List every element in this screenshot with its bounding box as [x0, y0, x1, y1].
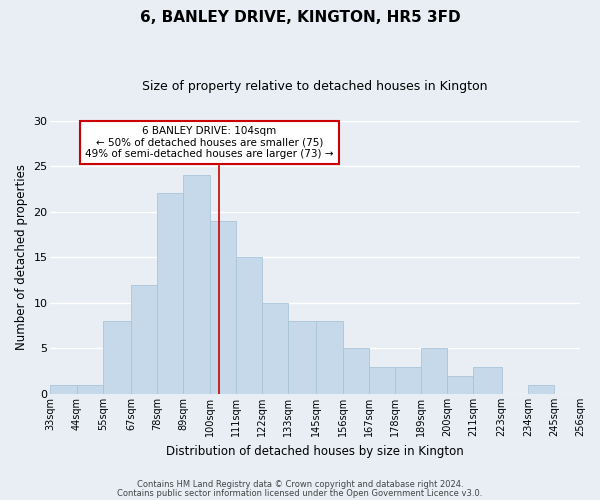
Bar: [368, 366, 395, 394]
Bar: [262, 303, 288, 394]
Bar: [316, 321, 343, 394]
X-axis label: Distribution of detached houses by size in Kington: Distribution of detached houses by size …: [166, 444, 464, 458]
Bar: [50, 385, 77, 394]
Text: Contains HM Land Registry data © Crown copyright and database right 2024.: Contains HM Land Registry data © Crown c…: [137, 480, 463, 489]
Bar: [343, 348, 368, 394]
Bar: [236, 258, 262, 394]
Bar: [528, 385, 554, 394]
Y-axis label: Number of detached properties: Number of detached properties: [15, 164, 28, 350]
Bar: [447, 376, 473, 394]
Bar: [77, 385, 103, 394]
Title: Size of property relative to detached houses in Kington: Size of property relative to detached ho…: [142, 80, 488, 93]
Bar: [184, 175, 209, 394]
Bar: [580, 385, 600, 394]
Bar: [103, 321, 131, 394]
Bar: [395, 366, 421, 394]
Bar: [157, 194, 184, 394]
Text: 6 BANLEY DRIVE: 104sqm
← 50% of detached houses are smaller (75)
49% of semi-det: 6 BANLEY DRIVE: 104sqm ← 50% of detached…: [85, 126, 334, 159]
Bar: [288, 321, 316, 394]
Text: Contains public sector information licensed under the Open Government Licence v3: Contains public sector information licen…: [118, 488, 482, 498]
Bar: [209, 221, 236, 394]
Bar: [421, 348, 447, 394]
Bar: [131, 284, 157, 394]
Text: 6, BANLEY DRIVE, KINGTON, HR5 3FD: 6, BANLEY DRIVE, KINGTON, HR5 3FD: [140, 10, 460, 25]
Bar: [473, 366, 502, 394]
